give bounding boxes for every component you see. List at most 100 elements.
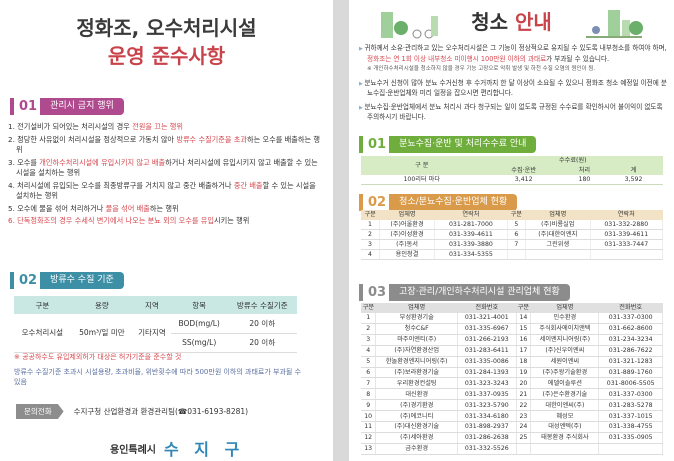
cell: 50m³/일 미만: [70, 314, 134, 353]
cell: [530, 443, 600, 455]
cell: 031-281-7000: [434, 219, 508, 230]
cell: 11: [361, 421, 377, 433]
cell: 마주이엔티(주): [375, 334, 459, 346]
cell: 20 이하: [227, 314, 297, 334]
cell: 031-335-0905: [598, 432, 663, 444]
cell: 4: [361, 249, 380, 260]
table-row: 3 마주이엔티(주) 031-266-2193 16 세이엔지니어링(주) 031-234…: [361, 334, 663, 346]
text: 귀하께서 소유·관리하고 있는 오수처리시설은 그 기능이 정상적으로 유지될 …: [364, 44, 667, 52]
header-cell: 업체명: [375, 303, 458, 313]
text: 개인하수처리시설에 유입시키지 않고 배출: [39, 157, 166, 167]
list-item: 1. 전기설비가 되어있는 처리시설의 경우 전원을 끄는 행위: [8, 122, 323, 133]
cell: 031-283-6411: [457, 345, 517, 357]
title-part: 안내: [514, 10, 552, 34]
header-cell: 구분: [361, 303, 376, 313]
cell: 24: [516, 421, 532, 433]
cell: (주)자연환경산업: [375, 345, 459, 357]
cell: [598, 443, 663, 455]
section-number: 02: [10, 272, 37, 289]
cell: 031-337-0935: [457, 388, 517, 401]
page-subtitle: 운영 준수사항: [107, 44, 226, 68]
cell: (주)동서: [379, 239, 436, 250]
cell: 031-321-1283: [598, 356, 663, 368]
table-row: 2 (주)이성환경 031-339-4611 6 (주)대한이엔지 031-339-461…: [361, 229, 664, 240]
cell: 8: [361, 388, 377, 401]
page-title: 정화조, 오수처리시설: [76, 16, 257, 40]
cleaning-company-table: 구분 업체명 연락처 구분 업체명 연락처 1 (주)어울환경 031-281-7000 5 (주)…: [361, 210, 664, 260]
header-cell: 구분: [14, 296, 71, 314]
cell: 금수환경: [375, 443, 459, 455]
cell: 3: [361, 334, 377, 346]
left-page: 정화조, 오수처리시설 운영 준수사항 01 관리시 금지 행위 1. 전기설비…: [0, 0, 333, 461]
cell: 1: [361, 312, 377, 324]
cell: (주)어울환경: [379, 219, 436, 230]
section-number: 01: [359, 136, 386, 153]
header-cell: 수수료(원): [482, 156, 663, 166]
section-label: 분뇨수집·운반 및 처리수수료 안내: [389, 136, 537, 153]
cell: 세원이엔씨: [530, 356, 600, 368]
bullet-item: 분뇨수거 신청이 많아 분뇨 수거신청 후 수거까지 한 달 이상이 소요될 수…: [359, 79, 667, 99]
table-row: 9 (주)경기환경 031-323-5790 22 대한이엔씨(주) 031-283-52…: [361, 399, 663, 412]
section-header-prohibited: 01 관리시 금지 행위: [10, 98, 124, 115]
cell: 031-321-4001: [457, 312, 517, 324]
cell: 기타지역: [133, 314, 171, 353]
cell: 18: [516, 356, 532, 368]
table-row: 1 부성환경기술 031-321-4001 14 인수환경 031-337-0300: [361, 312, 663, 324]
cell: 031-8006-5505: [598, 377, 663, 390]
section-header-cleaning-companies: 02 청소/분뇨수집·운반업체 현황: [359, 194, 518, 211]
cell: 주식회사에이치앤텍: [530, 323, 600, 335]
water-quality-table: 구분 용량 지역 항목 방류수 수질기준 오수처리시설 50m³/일 미만 기타지역 BOD(…: [14, 296, 297, 353]
cell: 3,592: [604, 175, 663, 186]
text: 하는 행위: [149, 203, 179, 213]
cell: 1: [361, 219, 380, 230]
section-label: 고장·관리/개인하수처리시설 관리업체 현황: [389, 284, 570, 301]
logo-district: 수 지 구: [164, 440, 245, 459]
notice-bullets: 귀하께서 소유·관리하고 있는 오수처리시설은 그 기능이 정상적으로 유지될 …: [359, 44, 667, 123]
header-cell: 지역: [133, 296, 171, 314]
cell: 17: [516, 345, 532, 357]
right-page: 청소 안내 귀하께서 소유·관리하고 있는 오수처리시설은 그 기능이 정상적으…: [349, 0, 674, 461]
text: 중간 배출: [233, 180, 263, 190]
cell: 031-334-5355: [434, 249, 508, 260]
cell: 4: [361, 345, 377, 357]
cell: (주)은수환경기술: [530, 388, 600, 401]
cell: 9: [361, 399, 377, 412]
cell: 2: [361, 323, 377, 335]
cell: 7: [507, 239, 527, 250]
text: 시키는 행위: [213, 216, 250, 225]
text: 전원을 끄는 행위: [132, 122, 183, 131]
cell: 031-338-4755: [598, 421, 663, 433]
text: 가 부과될 수 있습니다.: [546, 54, 610, 63]
section-header-standards: 02 방류수 수질 기준: [10, 272, 124, 289]
cell: 세이엔지니어링(주): [530, 334, 600, 346]
logo: 용인특례시 수 지 구: [110, 436, 244, 460]
header-cell: 구분: [361, 210, 380, 220]
header-cell: 방류수 수질기준: [227, 296, 297, 314]
cell: 혜성모: [530, 410, 600, 422]
cell: 5: [361, 356, 377, 368]
text: 1. 전기설비가 되어있는 처리시설의 경우: [8, 122, 133, 131]
cell: 대성엔텍(주): [530, 421, 600, 433]
cell: (주)대한이엔지: [525, 229, 591, 240]
header-cell: 계: [604, 165, 663, 176]
header-cell: 구분: [507, 210, 526, 220]
cell: (주)보라환경기술: [375, 367, 459, 379]
cell: (주)에코니티: [375, 410, 459, 422]
header-cell: 구 분: [361, 156, 483, 176]
header-cell: 연락처: [434, 210, 508, 220]
cell: 청수C&F: [375, 323, 459, 335]
table-row: 3 (주)동서 031-339-3880 7 그린위생 031-333-7447: [361, 239, 664, 250]
cell: [516, 443, 532, 455]
header-cell: 연락처: [590, 210, 663, 220]
page-title: 청소 안내: [349, 6, 674, 35]
note: ※ 공공하수도 유입제외허가 대상은 허가기준을 준수할 것: [14, 353, 182, 361]
cell: 7: [361, 377, 377, 390]
cell: 5: [507, 219, 527, 230]
section-label: 관리시 금지 행위: [40, 98, 124, 115]
cell: 031-332-2880: [590, 219, 664, 230]
cell: 031-323-3243: [457, 377, 517, 390]
table-row: 10 (주)에코니티 031-334-6180 23 혜성모 031-337-1015: [361, 410, 663, 422]
cell: [525, 249, 591, 260]
cell: 180: [564, 175, 605, 186]
cell: 태봉환경 주식회사: [530, 432, 600, 444]
